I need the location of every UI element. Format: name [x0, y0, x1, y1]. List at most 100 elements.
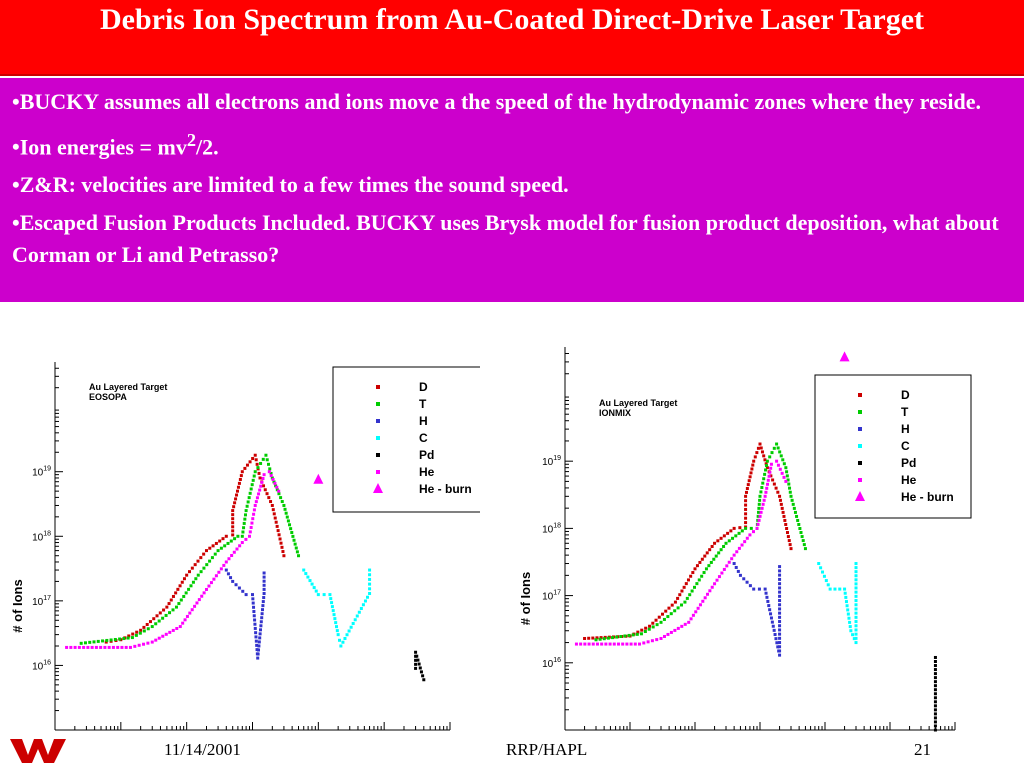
data-point: [330, 601, 334, 605]
data-point: [647, 627, 651, 631]
data-point: [242, 521, 246, 525]
data-point: [254, 639, 258, 643]
data-point: [659, 620, 663, 624]
data-point: [702, 571, 706, 575]
legend-label: Pd: [901, 456, 916, 470]
data-point: [662, 617, 666, 621]
data-point: [199, 556, 203, 560]
data-point: [161, 616, 165, 620]
data-point: [745, 487, 749, 491]
data-point: [146, 641, 150, 645]
data-point: [685, 596, 689, 600]
data-point: [349, 625, 353, 629]
data-point: [726, 531, 730, 535]
data-point: [670, 603, 674, 607]
data-point: [764, 462, 768, 466]
data-point: [127, 634, 131, 638]
data-point: [222, 563, 226, 567]
data-point: [266, 462, 270, 466]
data-point: [761, 481, 765, 485]
data-point: [157, 619, 161, 623]
data-point: [253, 622, 257, 626]
data-point: [933, 676, 937, 680]
data-point: [275, 524, 279, 528]
data-point: [854, 615, 858, 619]
data-point: [778, 624, 782, 628]
data-point: [678, 593, 682, 597]
data-point: [761, 502, 765, 506]
data-point: [196, 559, 200, 563]
data-point: [295, 550, 299, 554]
data-point: [142, 629, 146, 633]
data-point: [368, 573, 372, 577]
data-point: [262, 583, 266, 587]
y-tick-label-exponent: 19: [553, 455, 561, 462]
data-point: [933, 720, 937, 724]
data-point: [310, 582, 314, 586]
data-point: [719, 536, 723, 540]
data-point: [854, 620, 858, 624]
data-point: [351, 621, 355, 625]
data-point: [599, 636, 603, 640]
data-point: [282, 503, 286, 507]
data-point: [200, 594, 204, 598]
data-point: [648, 624, 652, 628]
data-point: [784, 522, 788, 526]
legend-marker: [858, 393, 862, 397]
data-point: [276, 529, 280, 533]
data-point: [257, 648, 261, 652]
data-point: [83, 641, 87, 645]
data-point: [202, 591, 206, 595]
data-point: [778, 611, 782, 615]
data-point: [744, 499, 748, 503]
data-point: [277, 489, 281, 493]
data-point: [178, 625, 182, 629]
data-point: [150, 625, 154, 629]
data-point: [421, 674, 425, 678]
legend-label: H: [901, 422, 910, 436]
legend-marker: [858, 410, 862, 414]
data-point: [252, 610, 256, 614]
data-point: [269, 471, 273, 475]
data-point: [682, 585, 686, 589]
data-point: [289, 527, 293, 531]
data-point: [211, 544, 215, 548]
data-point: [158, 611, 162, 615]
data-point: [243, 517, 247, 521]
chart-annotation-line: EOSOPA: [89, 392, 127, 402]
data-point: [168, 630, 172, 634]
data-point: [171, 628, 175, 632]
data-point: [776, 446, 780, 450]
data-point: [419, 670, 423, 674]
data-point: [764, 591, 768, 595]
data-point: [696, 606, 700, 610]
data-point: [262, 587, 266, 591]
data-point: [169, 598, 173, 602]
data-point: [279, 541, 283, 545]
data-point: [280, 545, 284, 549]
legend-label: D: [419, 380, 428, 394]
data-point: [762, 454, 766, 458]
data-point: [781, 458, 785, 462]
data-point: [697, 578, 701, 582]
data-point: [368, 577, 372, 581]
data-point: [258, 636, 262, 640]
data-point: [232, 505, 236, 509]
data-point: [591, 642, 595, 646]
data-point: [683, 600, 687, 604]
data-point: [797, 522, 801, 526]
footer-date: 11/14/2001: [164, 740, 241, 759]
data-point: [251, 457, 255, 461]
legend-marker: [376, 419, 380, 423]
legend-label: He: [901, 473, 917, 487]
data-point: [778, 494, 782, 498]
data-point: [778, 573, 782, 577]
data-point: [259, 624, 263, 628]
data-point: [784, 479, 788, 483]
data-point: [269, 474, 273, 478]
data-point: [241, 530, 245, 534]
data-point: [330, 605, 334, 609]
data-point: [854, 641, 858, 645]
data-point: [242, 526, 246, 530]
y-tick-label-base: 10: [542, 592, 554, 603]
